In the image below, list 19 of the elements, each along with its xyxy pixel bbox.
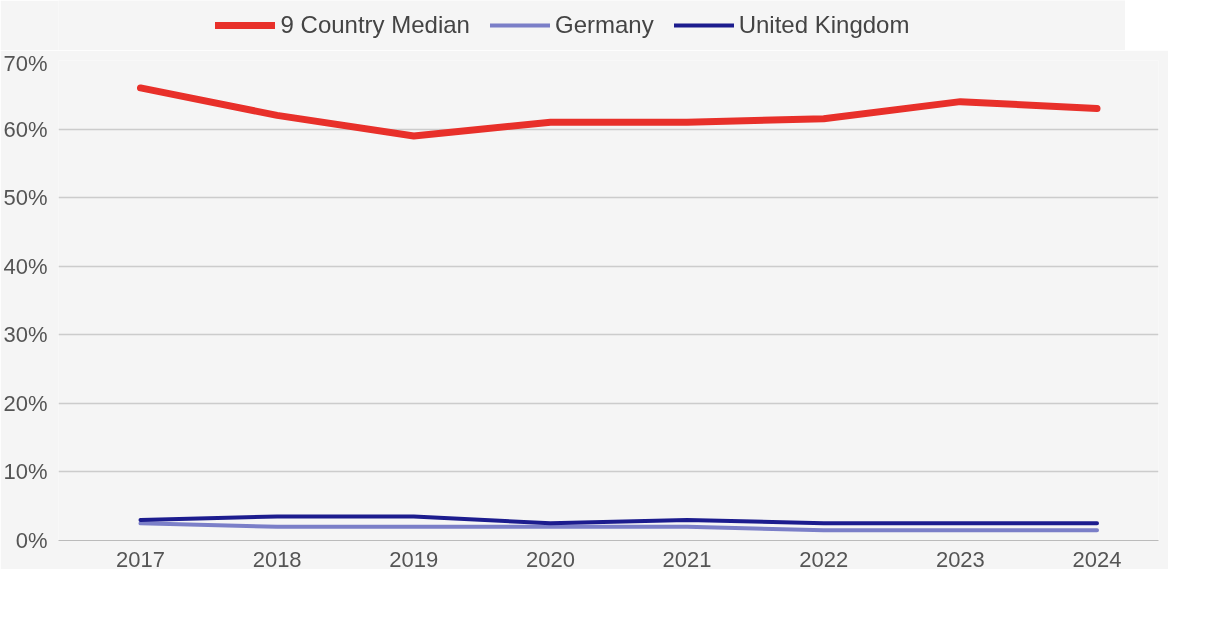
x-tick-label: 2022 (799, 546, 849, 572)
y-tick-label: 50% (3, 185, 48, 211)
y-tick-label: 70% (3, 50, 48, 76)
y-tick-label: 30% (3, 322, 48, 348)
y-tick-label: 0% (15, 528, 48, 553)
x-tick-label: 2019 (389, 546, 439, 572)
legend-label: United Kingdom (738, 11, 910, 39)
x-tick-label: 2024 (1072, 546, 1122, 572)
legend-label: Germany (554, 11, 654, 39)
y-tick-label: 40% (3, 253, 48, 279)
x-tick-label: 2020 (525, 546, 575, 572)
legend-label: 9 Country Median (280, 11, 470, 39)
x-tick-label: 2023 (935, 546, 985, 572)
y-tick-label: 20% (3, 390, 48, 416)
x-tick-label: 2017 (116, 546, 165, 572)
y-tick-label: 10% (3, 459, 48, 485)
y-tick-label: 60% (3, 116, 48, 142)
x-tick-label: 2021 (662, 546, 712, 572)
x-tick-label: 2018 (252, 546, 302, 572)
